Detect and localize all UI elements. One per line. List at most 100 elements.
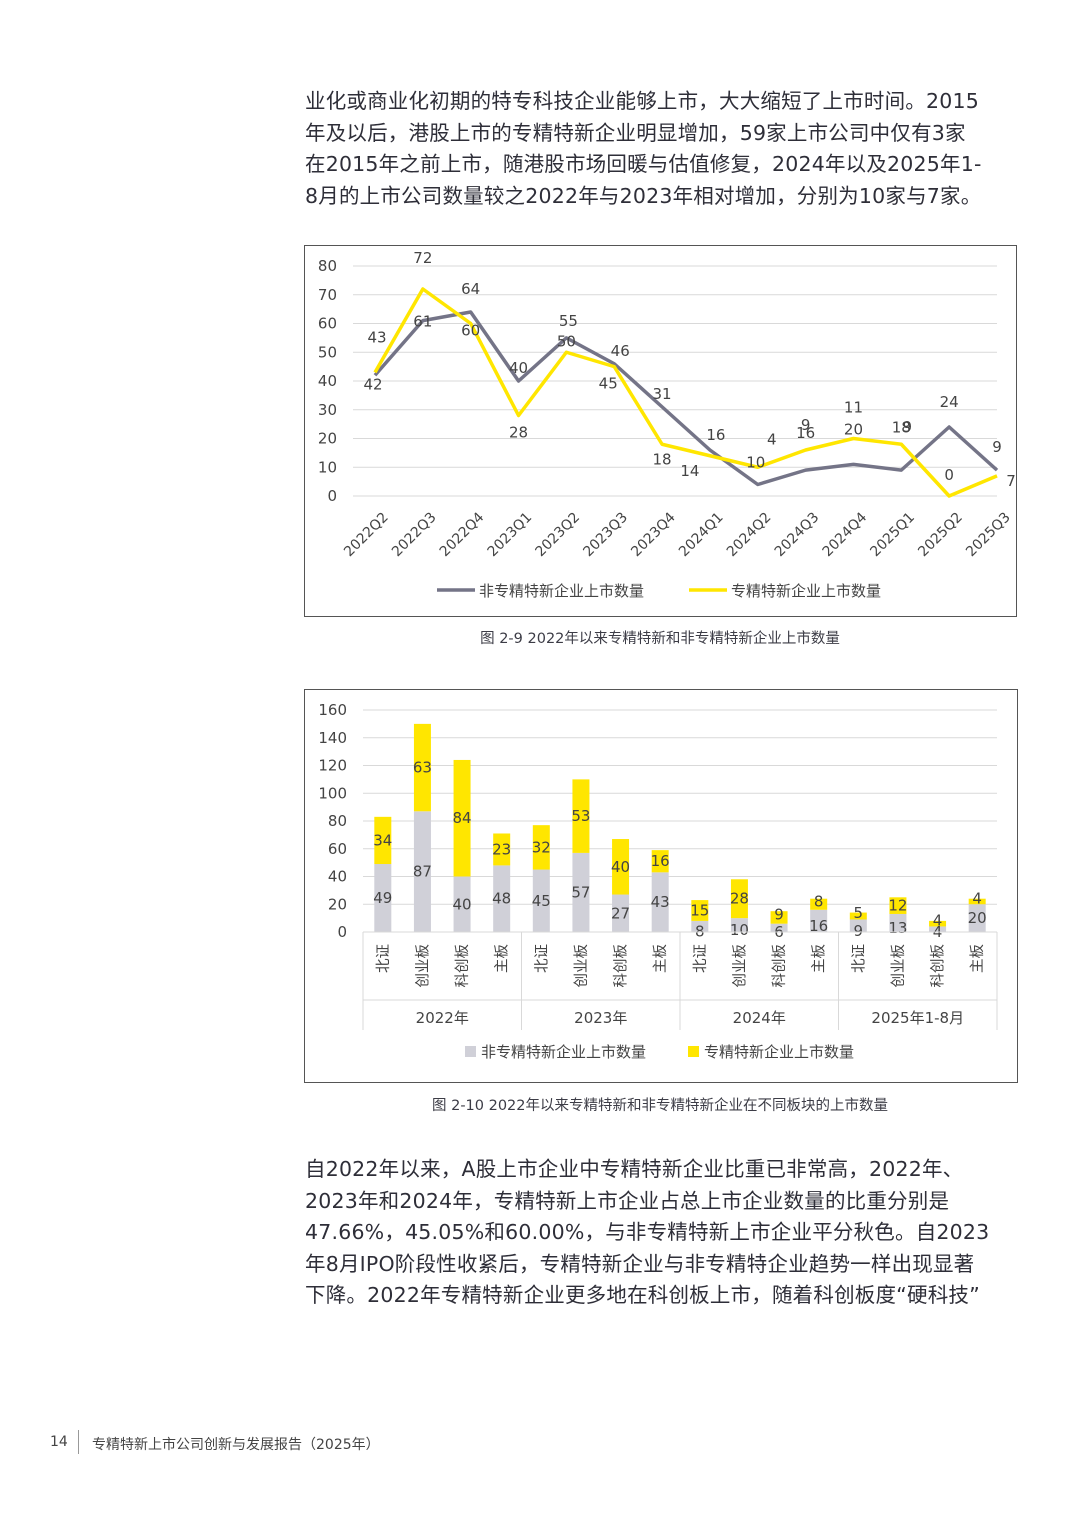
- data-label: 34: [373, 831, 392, 849]
- bar-specialized: [612, 839, 630, 895]
- legend-swatch-non-specialized: [465, 1046, 476, 1057]
- data-label: 16: [796, 424, 815, 442]
- y-tick-label: 60: [318, 315, 337, 333]
- data-label: 28: [509, 424, 528, 442]
- footer-title: 专精特新上市公司创新与发展报告（2025年）: [92, 1437, 380, 1453]
- x-tick-label: 2022Q3: [389, 509, 440, 560]
- y-tick-label: 50: [318, 343, 337, 361]
- x-tick-label: 创业板: [730, 944, 748, 988]
- x-tick-label: 2024Q4: [820, 509, 871, 560]
- bar-specialized: [493, 833, 511, 866]
- y-tick-label: 0: [327, 487, 337, 505]
- bar-non-specialized: [453, 876, 471, 932]
- bar-specialized: [651, 850, 669, 873]
- paragraph-line: 在2015年之前上市，随港股市场回暖与估值修复，2024年以及2025年1-: [305, 152, 982, 176]
- x-tick-label: 北证: [533, 944, 550, 973]
- line-chart: 010203040506070802022Q22022Q32022Q42023Q…: [318, 249, 1016, 600]
- data-label: 84: [453, 809, 472, 827]
- bar-non-specialized: [374, 864, 392, 932]
- data-label: 10: [746, 453, 765, 471]
- page-number: 14: [50, 1434, 68, 1450]
- bar-non-specialized: [810, 909, 828, 932]
- y-tick-label: 40: [318, 372, 337, 390]
- bar-non-specialized: [968, 904, 986, 932]
- bar-specialized: [929, 920, 947, 927]
- legend-label-non-specialized: 非专精特新企业上市数量: [479, 582, 644, 600]
- data-label: 43: [367, 328, 386, 346]
- y-tick-label: 20: [328, 895, 347, 913]
- data-label: 8: [695, 922, 705, 940]
- data-label: 16: [809, 917, 828, 935]
- bar-specialized: [453, 759, 471, 877]
- data-label: 24: [940, 393, 959, 411]
- x-tick-label: 2023Q4: [628, 509, 679, 560]
- data-label: 14: [680, 462, 699, 480]
- x-tick-label: 2023Q1: [485, 509, 536, 560]
- data-label: 4: [933, 912, 943, 930]
- bar-specialized: [374, 816, 392, 865]
- bar-non-specialized: [493, 865, 511, 932]
- stacked-bar-chart-frame: 0 20 40 60 80 100 120 140 160 49 34 北证 87 63 创业板 40 84 科创…: [304, 689, 1018, 1083]
- x-tick-label: 2022Q2: [341, 509, 392, 560]
- data-label: 57: [571, 883, 590, 901]
- y-tick-label: 80: [318, 257, 337, 275]
- data-label: 63: [413, 759, 432, 777]
- group-label: 2025年1-8月: [871, 1009, 964, 1027]
- data-label: 9: [801, 416, 811, 434]
- y-tick-label: 60: [328, 840, 347, 858]
- data-label: 64: [461, 280, 480, 298]
- paragraph-line: 下降。2022年专精特新企业更多地在科创板上市，随着科创板度“硬科技”: [305, 1283, 980, 1307]
- data-label: 49: [373, 889, 392, 907]
- bar-specialized: [849, 912, 867, 920]
- bar-specialized: [730, 879, 748, 919]
- data-label: 5: [854, 904, 864, 922]
- x-tick-label: 主板: [810, 944, 828, 973]
- bar-specialized: [968, 898, 986, 905]
- data-label: 20: [844, 421, 863, 439]
- bar-non-specialized: [889, 913, 907, 932]
- data-label: 7: [1006, 472, 1016, 490]
- bar-non-specialized: [691, 920, 709, 932]
- bar-non-specialized: [413, 811, 431, 932]
- x-tick-label: 科创板: [770, 944, 788, 988]
- bar-specialized: [532, 825, 550, 870]
- bar-non-specialized: [572, 852, 590, 932]
- x-tick-label: 创业板: [572, 944, 590, 988]
- y-tick-label: 20: [318, 430, 337, 448]
- data-label: 60: [461, 322, 480, 340]
- data-label: 11: [844, 398, 863, 416]
- data-label: 18: [892, 418, 911, 436]
- bar-non-specialized: [532, 869, 550, 932]
- x-tick-label: 科创板: [453, 944, 471, 988]
- data-label: 16: [706, 426, 725, 444]
- bar-non-specialized: [612, 894, 630, 932]
- paragraph-line: 年8月IPO阶段性收紧后，专精特新企业与非专精特企业趋势一样出现显著: [305, 1251, 975, 1276]
- data-label: 53: [571, 807, 590, 825]
- y-tick-label: 160: [318, 701, 347, 719]
- bar-non-specialized: [730, 918, 748, 932]
- y-tick-label: 10: [318, 458, 337, 476]
- data-label: 46: [611, 342, 630, 360]
- paragraph-line: 年及以后，港股上市的专精特新企业明显增加，59家上市公司中仅有3家: [305, 120, 966, 145]
- y-tick-label: 0: [337, 923, 347, 941]
- data-label: 31: [653, 385, 672, 403]
- data-label: 9: [903, 418, 913, 436]
- legend-label-non-specialized: 非专精特新企业上市数量: [481, 1043, 646, 1061]
- data-label: 20: [968, 909, 987, 927]
- data-label: 43: [651, 893, 670, 911]
- legend-label-specialized: 专精特新企业上市数量: [731, 582, 881, 600]
- paragraph-line: 业化或商业化初期的特专科技企业能够上市，大大缩短了上市时间。2015: [305, 89, 979, 113]
- bar-specialized: [770, 911, 788, 924]
- series-line-non-specialized: [373, 310, 999, 487]
- stacked-bar-chart: 0204060801001201401604934北证8763创业板4084科创…: [318, 701, 998, 1061]
- legend-swatch-specialized: [688, 1046, 699, 1057]
- group-label: 2022年: [416, 1009, 469, 1027]
- bar-non-specialized: [770, 923, 788, 932]
- data-label: 13: [888, 919, 907, 937]
- bar-specialized: [572, 779, 590, 853]
- data-label: 9: [854, 922, 864, 940]
- y-tick-label: 40: [328, 868, 347, 886]
- x-tick-label: 2025Q3: [963, 509, 1014, 560]
- data-label: 4: [767, 431, 777, 449]
- data-label: 10: [730, 921, 749, 939]
